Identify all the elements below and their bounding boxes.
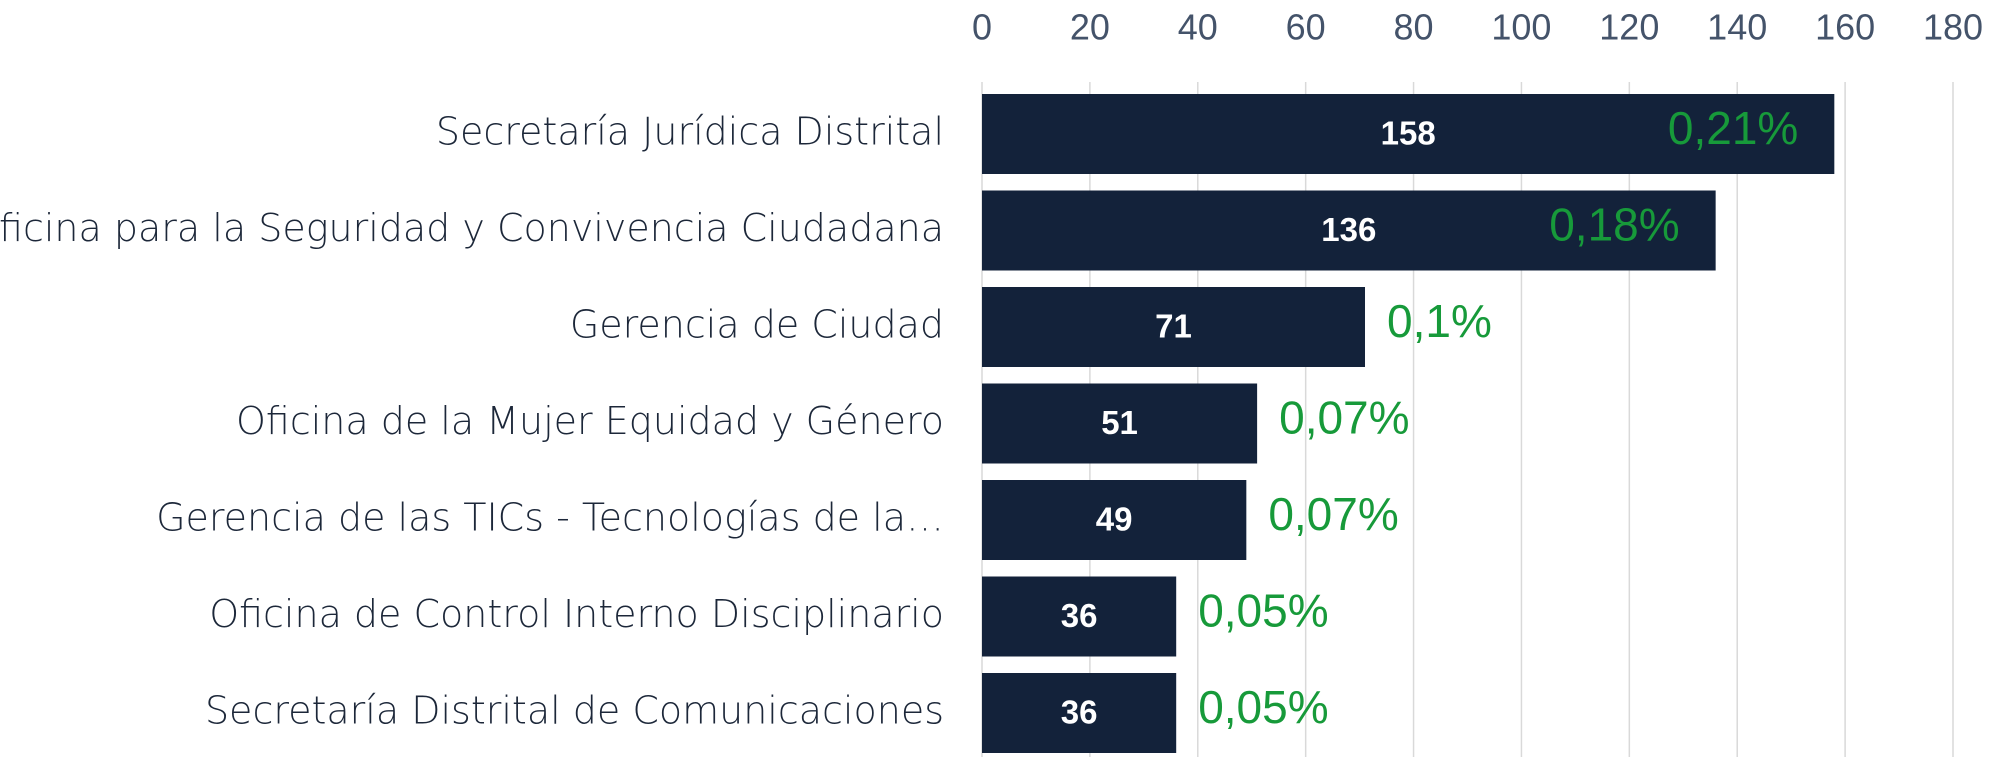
percent-label: 0,07% [1268,488,1398,540]
x-tick-label: 0 [972,7,992,48]
bar [982,576,1177,657]
x-tick-label: 160 [1815,7,1875,48]
percent-label: 0,07% [1279,392,1409,444]
percent-label: 0,1% [1387,295,1492,347]
category-label: Oficina de Control Interno Disciplinario [209,592,944,636]
bar-value-label: 51 [1101,404,1138,441]
bar [982,480,1247,560]
category-label: Oficina para la Seguridad y Convivencia … [0,206,944,250]
x-tick-label: 80 [1394,7,1434,48]
percent-label: 0,05% [1198,681,1328,733]
bar-value-label: 136 [1321,211,1376,248]
percent-label: 0,05% [1198,585,1328,637]
category-label: Gerencia de Ciudad [570,303,944,347]
category-label: Gerencia de las TICs - Tecnologías de la… [156,496,944,540]
bar [982,673,1177,753]
bar-value-label: 36 [1061,597,1098,634]
bar [982,287,1366,367]
x-tick-label: 40 [1178,7,1218,48]
x-tick-label: 20 [1070,7,1110,48]
percent-label: 0,21% [1668,102,1798,154]
bar [982,190,1716,271]
bar-value-label: 158 [1381,115,1436,152]
bar-value-label: 36 [1061,694,1098,731]
x-tick-label: 60 [1286,7,1326,48]
bar-value-label: 49 [1096,501,1133,538]
x-tick-label: 120 [1599,7,1659,48]
bar-value-label: 71 [1155,308,1192,345]
percent-label: 0,18% [1549,199,1679,251]
bar [982,383,1258,464]
category-label: Secretaría Distrital de Comunicaciones [205,689,944,733]
category-label: Oficina de la Mujer Equidad y Género [236,399,944,443]
x-tick-label: 100 [1491,7,1551,48]
x-tick-label: 180 [1923,7,1983,48]
bar [982,94,1835,174]
x-tick-label: 140 [1707,7,1767,48]
category-label: Secretaría Jurídica Distrital [436,110,944,154]
